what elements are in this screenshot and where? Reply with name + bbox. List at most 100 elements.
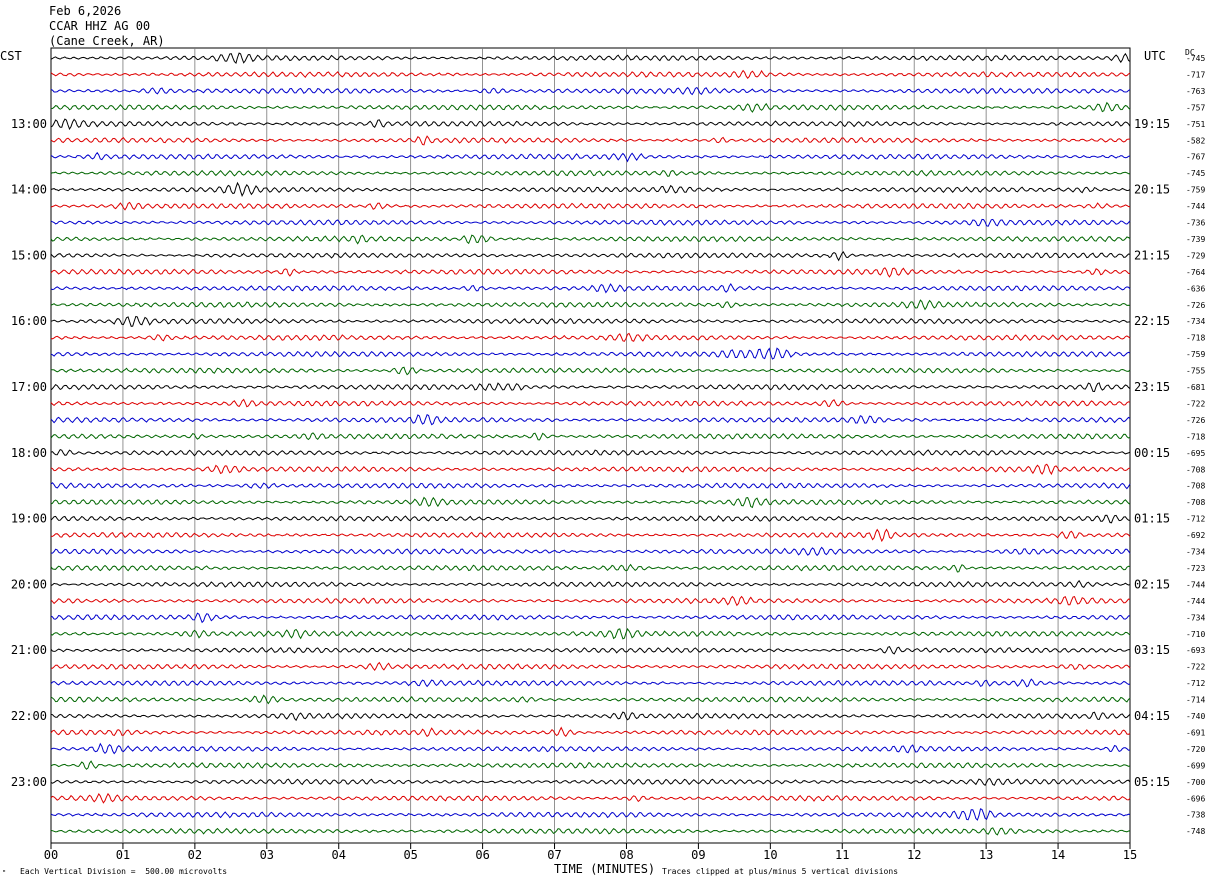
x-tick-label: 05 — [403, 848, 417, 862]
dc-offset-label: -745 — [1186, 169, 1205, 178]
trace-row-25 — [50, 463, 1131, 476]
trace-row-18 — [50, 347, 1131, 360]
dc-offset-label: -695 — [1186, 449, 1205, 458]
right-hour-label: 20:15 — [1134, 183, 1170, 197]
dc-offset-label: -755 — [1186, 367, 1205, 376]
x-tick-label: 07 — [547, 848, 561, 862]
dc-offset-label: -767 — [1186, 153, 1205, 162]
dc-offset-label: -748 — [1186, 827, 1205, 836]
left-hour-label: 13:00 — [11, 117, 47, 131]
trace-row-12 — [50, 251, 1131, 262]
x-tick-label: 14 — [1051, 848, 1065, 862]
dc-offset-label: -751 — [1186, 120, 1205, 129]
dc-offset-label: -692 — [1186, 531, 1205, 540]
dc-offset-label: -712 — [1186, 679, 1205, 688]
dc-offset-label: -708 — [1186, 498, 1205, 507]
right-hour-label: 00:15 — [1134, 446, 1170, 460]
dc-offset-label: -681 — [1186, 383, 1205, 392]
dc-column-label: DC — [1185, 48, 1195, 57]
trace-row-44 — [50, 777, 1131, 787]
trace-row-3 — [50, 101, 1131, 113]
trace-row-31 — [50, 563, 1131, 573]
left-hour-label: 23:00 — [11, 775, 47, 789]
trace-row-15 — [50, 299, 1131, 311]
x-tick-label: 15 — [1123, 848, 1137, 862]
dc-offset-label: -720 — [1186, 745, 1205, 754]
x-tick-label: 12 — [907, 848, 921, 862]
dc-offset-label: -734 — [1186, 613, 1205, 622]
corner-mark: " — [2, 869, 7, 877]
left-hour-label: 21:00 — [11, 643, 47, 657]
left-hour-label: 18:00 — [11, 446, 47, 460]
trace-row-35 — [50, 627, 1131, 640]
trace-row-16 — [50, 315, 1131, 327]
dc-offset-label: -734 — [1186, 548, 1205, 557]
scale-note: Each Vertical Division = 500.00 microvol… — [20, 867, 228, 876]
left-hour-label: 15:00 — [11, 248, 47, 262]
date-label: Feb 6,2026 — [49, 4, 122, 18]
right-hour-label: 19:15 — [1134, 117, 1170, 131]
dc-offset-label: -710 — [1186, 630, 1205, 639]
dc-offset-label: -693 — [1186, 646, 1205, 655]
dc-offset-label: -700 — [1186, 778, 1205, 787]
trace-row-21 — [50, 398, 1131, 408]
dc-offset-label: -744 — [1186, 597, 1205, 606]
trace-row-7 — [50, 169, 1131, 177]
left-hour-label: 14:00 — [11, 183, 47, 197]
dc-offset-label: -714 — [1186, 696, 1205, 705]
location-label: (Cane Creek, AR) — [49, 34, 165, 48]
dc-offset-label: -722 — [1186, 663, 1205, 672]
dc-offset-label: -736 — [1186, 219, 1205, 228]
right-hour-label: 05:15 — [1134, 775, 1170, 789]
right-hour-label: 23:15 — [1134, 380, 1170, 394]
left-timezone-label: CST — [0, 49, 22, 63]
right-hour-label: 04:15 — [1134, 709, 1170, 723]
trace-row-27 — [50, 496, 1131, 509]
dc-offset-label: -764 — [1186, 268, 1205, 277]
plot-frame — [50, 47, 1131, 844]
x-axis-label: TIME (MINUTES) — [554, 862, 656, 876]
dc-offset-label: -726 — [1186, 301, 1205, 310]
x-tick-label: 04 — [332, 848, 346, 862]
dc-offset-label: -717 — [1186, 70, 1205, 79]
trace-row-42 — [50, 742, 1131, 755]
dc-offset-label: -718 — [1186, 432, 1205, 441]
dc-offset-label: -739 — [1186, 235, 1205, 244]
dc-offset-label: -708 — [1186, 482, 1205, 491]
x-tick-label: 09 — [691, 848, 705, 862]
dc-offset-label: -729 — [1186, 251, 1205, 260]
x-tick-label: 03 — [260, 848, 274, 862]
dc-offset-label: -723 — [1186, 564, 1205, 573]
dc-offset-label: -699 — [1186, 761, 1205, 770]
trace-row-24 — [50, 448, 1131, 457]
trace-row-37 — [50, 661, 1131, 672]
trace-row-1 — [50, 69, 1131, 79]
trace-row-8 — [50, 181, 1131, 197]
right-hour-label: 02:15 — [1134, 577, 1170, 591]
trace-row-30 — [51, 546, 1131, 557]
x-tick-label: 01 — [116, 848, 130, 862]
trace-row-36 — [50, 645, 1130, 655]
trace-row-40 — [50, 711, 1131, 722]
trace-row-45 — [50, 792, 1131, 804]
left-hour-label: 20:00 — [11, 577, 47, 591]
x-tick-label: 08 — [619, 848, 633, 862]
x-tick-label: 13 — [979, 848, 993, 862]
trace-row-39 — [50, 694, 1131, 705]
dc-offset-label: -744 — [1186, 580, 1205, 589]
station-label: CCAR HHZ AG 00 — [49, 19, 151, 33]
left-hour-label: 22:00 — [11, 709, 47, 723]
trace-row-6 — [50, 151, 1131, 163]
x-tick-label: 11 — [835, 848, 849, 862]
dc-offset-label: -722 — [1186, 399, 1205, 408]
trace-row-0 — [50, 52, 1131, 65]
left-hour-label: 19:00 — [11, 512, 47, 526]
dc-offset-label: -734 — [1186, 317, 1205, 326]
dc-offset-label: -763 — [1186, 87, 1205, 96]
trace-row-34 — [50, 612, 1131, 624]
dc-offset-label: -691 — [1186, 728, 1205, 737]
trace-row-43 — [50, 760, 1131, 770]
trace-row-10 — [50, 218, 1131, 227]
trace-row-38 — [50, 678, 1131, 688]
